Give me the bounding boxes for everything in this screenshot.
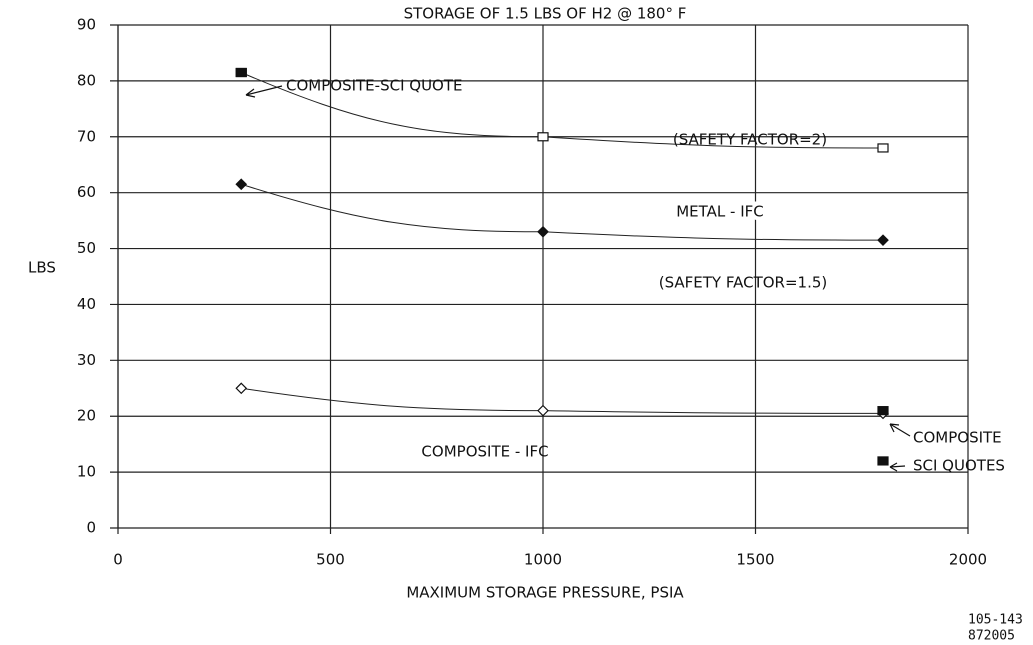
- annotation: (SAFETY FACTOR=2): [673, 131, 827, 149]
- annotation: METAL - IFC: [676, 203, 764, 221]
- y-tick-label: 20: [77, 407, 96, 425]
- y-tick-label: 30: [77, 351, 96, 369]
- annotation: SCI QUOTES: [913, 457, 1005, 475]
- marker: [877, 456, 889, 466]
- annotation: COMPOSITE: [913, 429, 1002, 447]
- annotation: 105-143: [968, 613, 1023, 628]
- y-axis-label: LBS: [28, 259, 56, 277]
- y-tick-label: 40: [77, 295, 96, 313]
- series-line: [241, 387, 884, 414]
- arrows: [245, 85, 911, 472]
- x-tick-label: 1000: [524, 551, 562, 569]
- x-tick-label: 2000: [949, 551, 987, 569]
- y-tick-label: 60: [77, 183, 96, 201]
- annotation: COMPOSITE-SCI QUOTE: [286, 77, 463, 95]
- annotation: 872005: [968, 629, 1015, 644]
- marker: [235, 178, 248, 191]
- marker: [877, 143, 889, 153]
- x-axis-label: MAXIMUM STORAGE PRESSURE, PSIA: [406, 584, 684, 602]
- chart-title: STORAGE OF 1.5 LBS OF H2 @ 180° F: [404, 5, 687, 23]
- marker: [537, 132, 549, 142]
- x-tick-label: 1500: [736, 551, 774, 569]
- y-tick-label: 80: [77, 71, 96, 89]
- y-tick-label: 50: [77, 239, 96, 257]
- marker: [235, 67, 247, 78]
- y-tick-label: 70: [77, 127, 96, 145]
- marker: [537, 225, 549, 238]
- annotation: COMPOSITE - IFC: [421, 443, 548, 461]
- y-tick-label: 0: [86, 519, 96, 537]
- x-tick-label: 0: [113, 551, 123, 569]
- annotation: (SAFETY FACTOR=1.5): [659, 274, 828, 292]
- y-tick-label: 10: [77, 463, 96, 481]
- marker: [235, 382, 248, 395]
- marker: [877, 234, 889, 247]
- y-tick-label: 90: [77, 16, 96, 34]
- x-tick-label: 500: [316, 551, 345, 569]
- marker: [537, 404, 549, 417]
- marker: [877, 406, 889, 416]
